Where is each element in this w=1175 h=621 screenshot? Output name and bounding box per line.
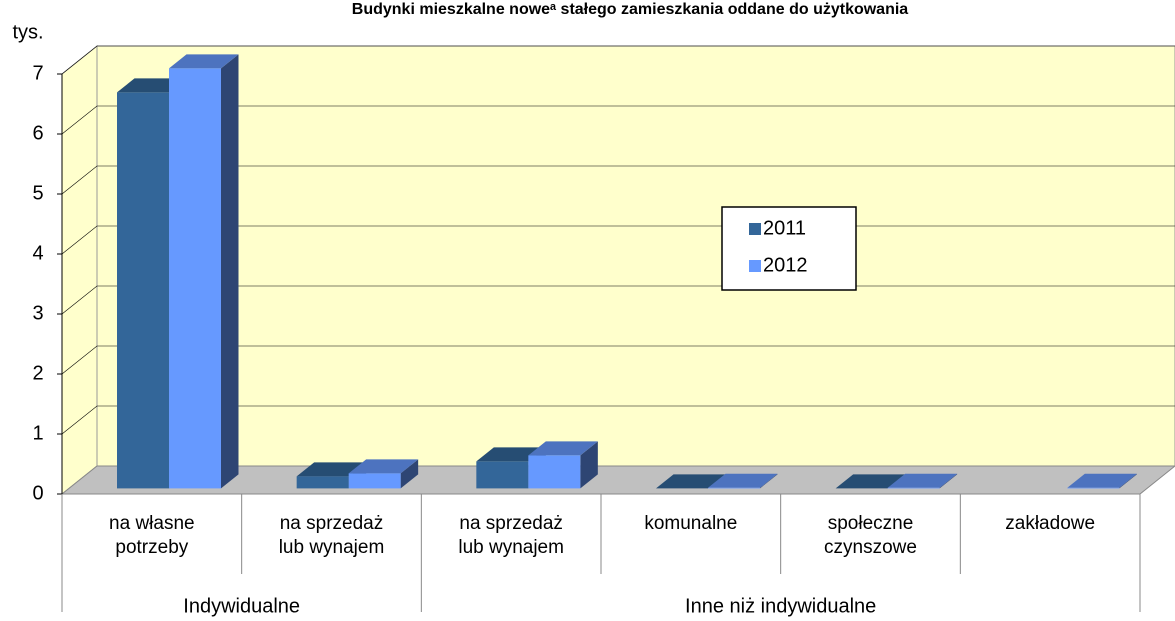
bar-top <box>887 473 958 488</box>
legend-label: 2011 <box>763 217 806 239</box>
grid-line <box>61 345 1175 375</box>
bar-side <box>221 54 239 489</box>
y-tick-label: 7 <box>32 62 43 84</box>
legend-swatch <box>749 223 761 235</box>
y-tick-label: 1 <box>32 422 43 444</box>
group-label: Indywidualne <box>183 595 300 617</box>
y-tick-label: 6 <box>32 122 43 144</box>
x-tick-label: społeczne czynszowe <box>824 513 917 558</box>
x-tick-label: zakładowe <box>1005 513 1096 534</box>
bar-side <box>580 441 598 489</box>
legend-swatch <box>749 260 761 272</box>
bar <box>708 487 760 489</box>
x-tick-label: na własne potrzeby <box>109 513 195 558</box>
bar <box>528 455 581 489</box>
grid-line <box>61 405 1175 435</box>
chart-title: Budynki mieszkalne noweᵃ stałego zamiesz… <box>352 1 909 18</box>
left-wall <box>61 44 98 496</box>
x-tick-label: na sprzedaż lub wynajem <box>278 513 385 558</box>
grid-line <box>61 165 1175 195</box>
bar-side <box>1119 473 1137 489</box>
y-tick-label: 3 <box>32 302 43 324</box>
y-tick-label: 5 <box>32 182 43 204</box>
group-label: Inne niż indywidualne <box>685 595 876 617</box>
x-tick-label: komunalne <box>644 513 738 534</box>
bar-side <box>939 473 958 489</box>
y-axis-label: tys. <box>12 21 43 43</box>
bar-top <box>656 474 726 489</box>
bar <box>296 476 349 489</box>
legend-label: 2012 <box>763 254 808 276</box>
bar-top <box>528 441 598 456</box>
legend-box <box>721 206 857 291</box>
bar-top <box>708 473 778 488</box>
y-tick-label: 2 <box>32 362 43 384</box>
bar <box>169 68 221 489</box>
bar <box>476 461 529 489</box>
bar-top <box>1067 473 1137 488</box>
bar-top <box>348 459 419 474</box>
bar-top <box>835 474 906 489</box>
legend: 2011 2012 <box>721 206 857 291</box>
y-tick-label: 4 <box>32 242 43 264</box>
x-tick-label: na sprzedaż lub wynajem <box>458 513 564 558</box>
bar-top <box>169 54 239 69</box>
bar <box>348 473 401 489</box>
y-tick-label: 0 <box>32 482 43 504</box>
grid-line <box>61 45 1175 75</box>
bar <box>117 92 169 489</box>
bar-side <box>760 473 778 489</box>
back-wall <box>96 45 1175 467</box>
bar-side <box>400 459 419 489</box>
bar <box>887 487 940 489</box>
bar-top <box>296 462 367 477</box>
grid-line <box>61 105 1175 135</box>
bar <box>1067 487 1120 489</box>
